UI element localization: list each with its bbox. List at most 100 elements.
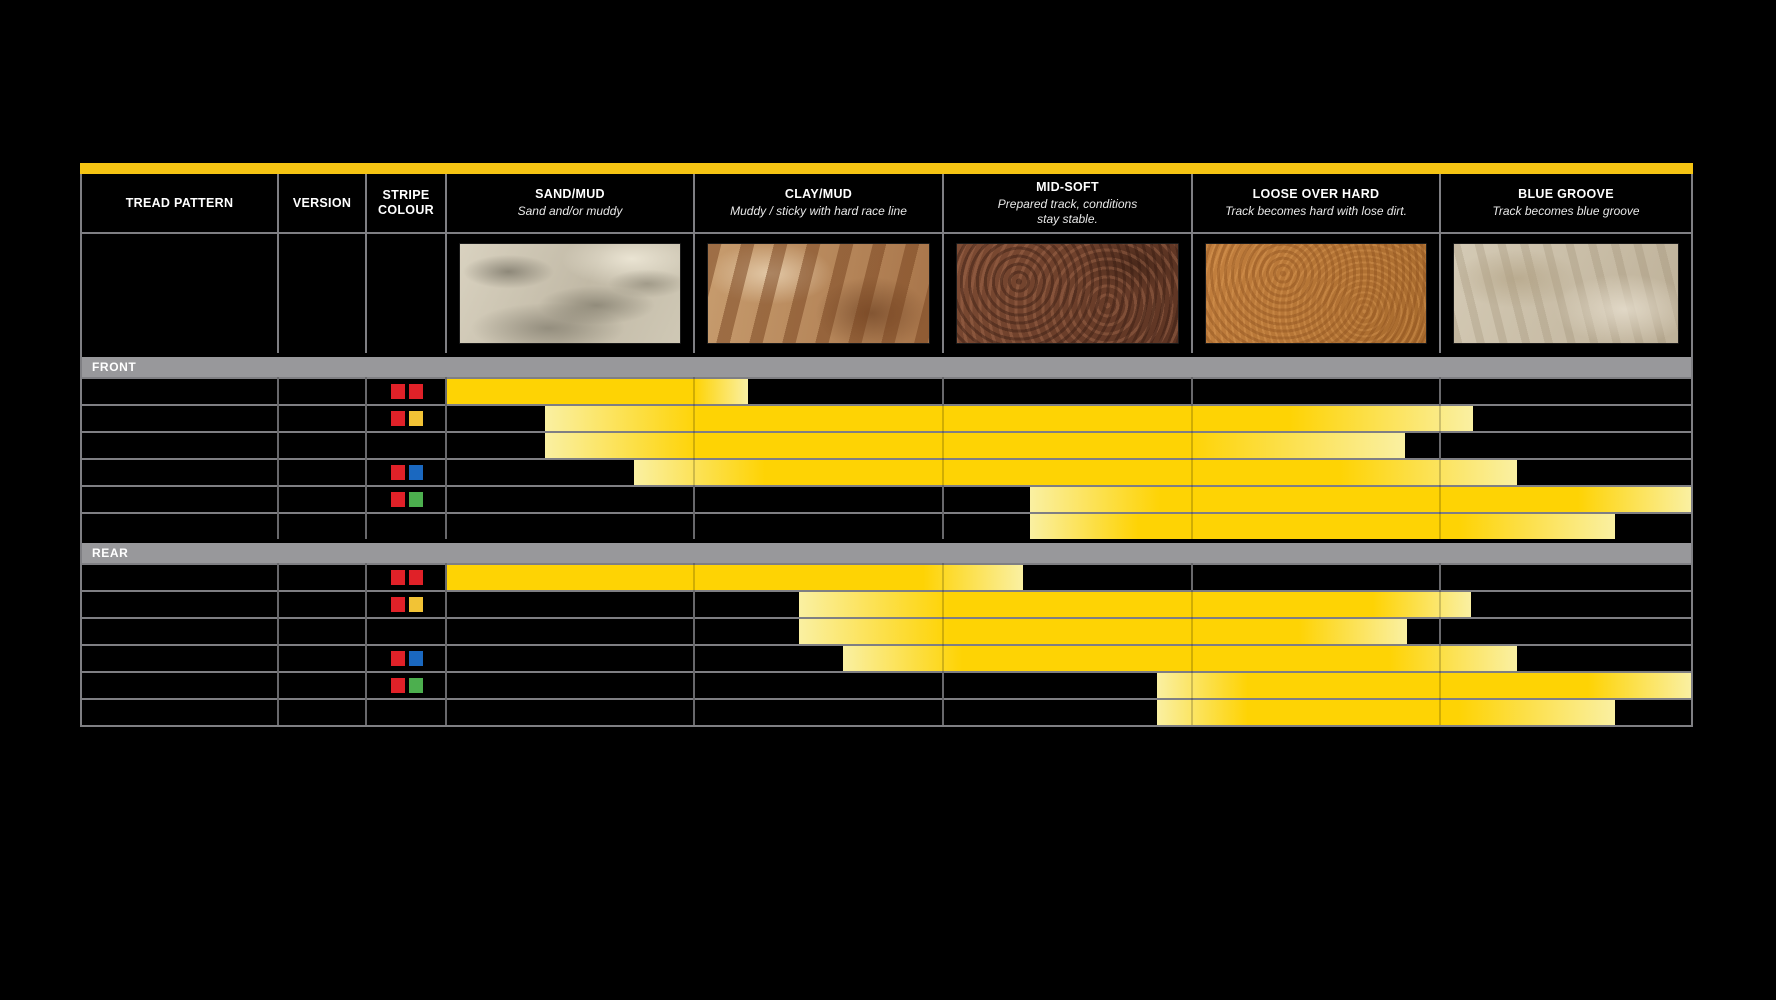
grid-line-overlay xyxy=(1191,377,1193,539)
stripe-swatch-red xyxy=(391,492,405,507)
table-top-accent-bar xyxy=(80,163,1693,174)
suitability-bar xyxy=(545,406,1474,431)
section-bar-rear: REAR xyxy=(82,543,1691,563)
terrain-photo-cell-bluegroove xyxy=(1441,234,1691,353)
column-title: CLAY/MUD xyxy=(784,187,853,201)
terrain-photo-cell-midsoft xyxy=(944,234,1193,353)
suitability-bar xyxy=(633,460,1517,485)
column-title: SAND/MUD xyxy=(535,187,605,201)
tire-row xyxy=(82,458,1691,485)
terrain-photo-row xyxy=(82,232,1691,353)
grid-line-overlay xyxy=(277,377,279,539)
terrain-photo-cell-sand xyxy=(447,234,695,353)
column-title: BLUE GROOVE xyxy=(1518,187,1614,201)
stripe-swatch-green xyxy=(409,492,423,507)
terrain-photo-clay xyxy=(707,243,930,344)
column-header-clay: CLAY/MUD Muddy / sticky with hard race li… xyxy=(695,174,944,232)
stripe-swatch-red xyxy=(409,384,423,399)
stripe-swatch-red xyxy=(391,597,405,612)
stripe-colour-swatches xyxy=(367,673,447,698)
empty-cell-stripe xyxy=(367,234,447,353)
suitability-bar xyxy=(447,565,1023,590)
grid-line-overlay xyxy=(1439,377,1441,539)
table-header-row: TREAD PATTERN VERSION STRIPE COLOUR SAND/MUD… xyxy=(82,174,1691,232)
stripe-colour-swatches xyxy=(367,565,447,590)
column-header-midsoft: MID-SOFT Prepared track, conditions stay s… xyxy=(944,174,1193,232)
grid-line-overlay xyxy=(942,377,944,539)
column-header-loose: LOOSE OVER HARD Track becomes hard with l… xyxy=(1193,174,1441,232)
tire-row xyxy=(82,671,1691,698)
column-title: VERSION xyxy=(292,195,352,210)
stripe-swatch-yellow xyxy=(409,411,423,426)
column-subtitle: Track becomes blue groove xyxy=(1492,204,1640,218)
empty-cell-tread xyxy=(82,234,279,353)
terrain-photo-midsoft xyxy=(956,243,1179,344)
grid-line-overlay xyxy=(445,563,447,725)
tire-row xyxy=(82,512,1691,539)
column-header-tread: TREAD PATTERN xyxy=(82,174,279,232)
tire-row xyxy=(82,644,1691,671)
grid-line-overlay xyxy=(693,563,695,725)
suitability-bar xyxy=(799,592,1471,617)
grid-line-overlay xyxy=(1439,563,1441,725)
stripe-colour-swatches xyxy=(367,646,447,671)
section-label: FRONT xyxy=(92,360,137,374)
suitability-bar xyxy=(1157,673,1691,698)
column-header-sand: SAND/MUD Sand and/or muddy xyxy=(447,174,695,232)
tire-row xyxy=(82,590,1691,617)
terrain-photo-sand xyxy=(459,243,681,344)
column-header-stripe: STRIPE COLOUR xyxy=(367,174,447,232)
column-header-bluegroove: BLUE GROOVE Track becomes blue groove xyxy=(1441,174,1691,232)
tire-row xyxy=(82,377,1691,404)
grid-line-overlay xyxy=(277,563,279,725)
table-body: TREAD PATTERN VERSION STRIPE COLOUR SAND/MUD… xyxy=(80,174,1693,727)
suitability-bar xyxy=(545,433,1405,458)
column-subtitle: Sand and/or muddy xyxy=(517,204,623,218)
stripe-swatch-red xyxy=(391,570,405,585)
column-subtitle: Track becomes hard with lose dirt. xyxy=(1225,204,1407,218)
stripe-swatch-red xyxy=(391,384,405,399)
terrain-photo-cell-clay xyxy=(695,234,944,353)
column-subtitle: Muddy / sticky with hard race line xyxy=(730,204,907,218)
tire-row xyxy=(82,431,1691,458)
stripe-swatch-yellow xyxy=(409,597,423,612)
stripe-swatch-red xyxy=(391,651,405,666)
stripe-colour-swatches xyxy=(367,379,447,404)
terrain-photo-cell-loose xyxy=(1193,234,1441,353)
suitability-bar xyxy=(1157,700,1616,725)
section-bar-front: FRONT xyxy=(82,357,1691,377)
stripe-swatch-red xyxy=(409,570,423,585)
stripe-colour-swatches xyxy=(367,406,447,431)
terrain-photo-loose xyxy=(1205,243,1427,344)
suitability-bar xyxy=(1030,514,1616,539)
tire-row xyxy=(82,404,1691,431)
empty-cell-version xyxy=(279,234,367,353)
grid-line-overlay xyxy=(942,563,944,725)
terrain-photo-bluegroove xyxy=(1453,243,1679,344)
column-title: TREAD PATTERN xyxy=(125,195,234,210)
grid-line-overlay xyxy=(693,377,695,539)
stripe-colour-swatches xyxy=(367,460,447,485)
stripe-colour-swatches xyxy=(367,487,447,512)
tyre-condition-table: TREAD PATTERN VERSION STRIPE COLOUR SAND/MUD… xyxy=(80,163,1693,727)
tire-row xyxy=(82,698,1691,725)
stripe-swatch-red xyxy=(391,411,405,426)
tire-row xyxy=(82,617,1691,644)
grid-line-overlay xyxy=(365,377,367,539)
section-rows-front xyxy=(82,377,1691,539)
stripe-swatch-red xyxy=(391,678,405,693)
stripe-colour-swatches xyxy=(367,592,447,617)
suitability-bar xyxy=(447,379,749,404)
grid-line-overlay xyxy=(365,563,367,725)
column-header-version: VERSION xyxy=(279,174,367,232)
table-sections: FRONT REAR xyxy=(82,357,1691,725)
tire-row xyxy=(82,485,1691,512)
grid-line-overlay xyxy=(1191,563,1193,725)
suitability-bar xyxy=(799,619,1408,644)
grid-line-overlay xyxy=(445,377,447,539)
stripe-swatch-red xyxy=(391,465,405,480)
section-rows-rear xyxy=(82,563,1691,725)
column-title: LOOSE OVER HARD xyxy=(1252,187,1380,201)
stripe-swatch-blue xyxy=(409,651,423,666)
